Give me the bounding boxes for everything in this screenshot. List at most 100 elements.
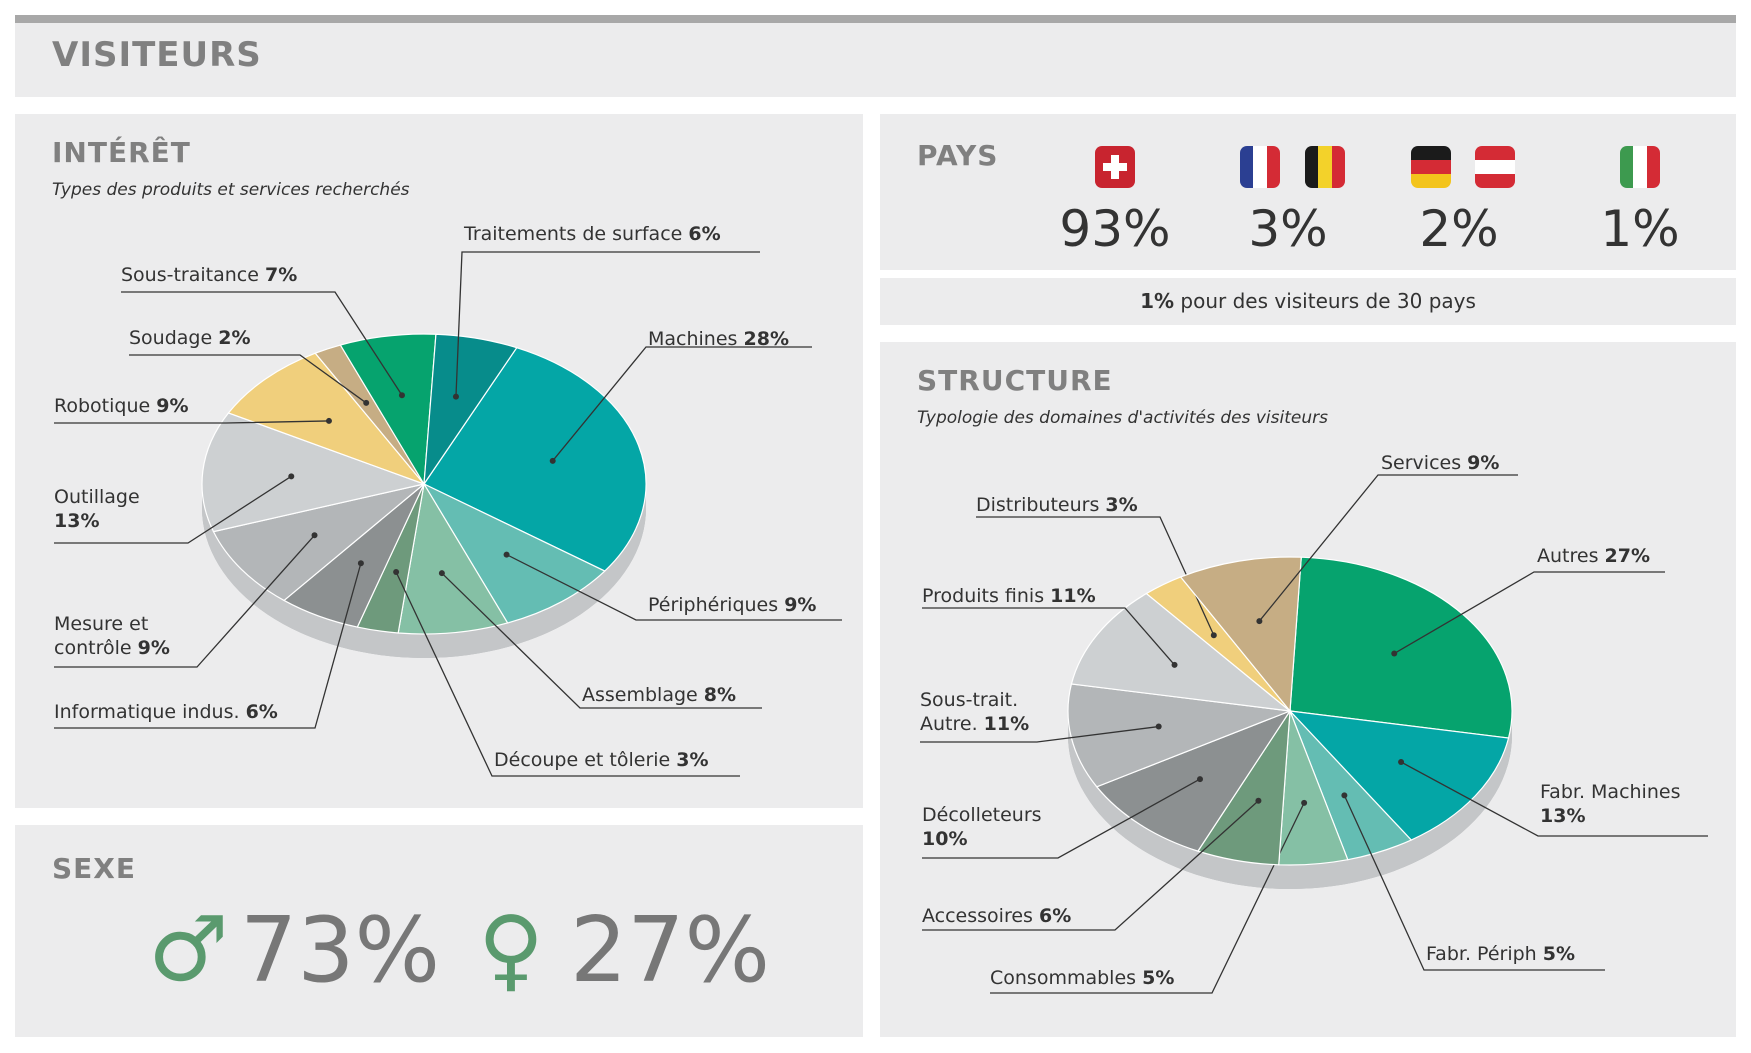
interet-leader-dot-assemblage	[438, 570, 445, 577]
pays-value-it: 1%	[1600, 200, 1680, 258]
structure-leader-dot-fabr-machines	[1398, 759, 1405, 766]
structure-leader-decolleteurs	[922, 778, 1201, 859]
label-autres: Autres 27%	[1537, 545, 1651, 567]
pays-panel	[880, 114, 1736, 270]
structure-title: STRUCTURE	[917, 364, 1113, 397]
interet-leader-dot-peripheriques	[503, 551, 510, 558]
interet-slice-robotique	[227, 352, 426, 486]
structure-leader-dot-distributeurs	[1210, 632, 1217, 639]
structure-leader-consommables	[990, 802, 1305, 994]
structure-leader-fabr-periph	[1343, 795, 1605, 971]
austria-flag-icon	[1475, 146, 1515, 188]
interet-leader-informatique-indus	[54, 563, 362, 729]
structure-slice-produits-finis	[1070, 592, 1292, 712]
interet-slice-assemblage	[397, 482, 509, 635]
top-rule	[15, 15, 1736, 23]
structure-leader-sous-trait-autre	[920, 725, 1159, 743]
structure-leader-dot-fabr-periph	[1341, 792, 1348, 799]
pays-value-fr-be: 3%	[1248, 200, 1328, 258]
label-traitements: Traitements de surface 6%	[464, 223, 721, 245]
interet-leader-assemblage	[441, 572, 762, 709]
label-robotique: Robotique 9%	[54, 395, 189, 417]
interet-leader-mesure-et-controle	[54, 534, 315, 668]
belgium-flag-icon	[1305, 146, 1345, 188]
structure-leader-fabr-machines	[1400, 761, 1708, 837]
label-outillage: Outillage 13%	[54, 486, 140, 532]
label-accessoires: Accessoires 6%	[922, 905, 1072, 927]
interet-slice-mesure-et-controle	[212, 483, 425, 602]
interet-leader-dot-informatique-indus	[357, 560, 364, 567]
female-percentage: 27%	[570, 898, 771, 1003]
interet-title: INTÉRÊT	[52, 136, 191, 169]
interet-pie-chart	[54, 251, 842, 777]
interet-leader-dot-mesure-et-controle	[311, 532, 318, 539]
interet-slice-peripheriques	[422, 482, 606, 624]
label-sous-traitance: Sous-traitance 7%	[121, 264, 298, 286]
structure-leader-autres	[1393, 571, 1665, 655]
label-sous-trait-autre: Sous-trait. Autre. 11%	[920, 689, 1030, 735]
sexe-title: SEXE	[52, 852, 137, 885]
structure-slice-autres	[1289, 556, 1513, 739]
structure-leader-dot-produits-finis	[1171, 661, 1178, 668]
interet-leader-sous-traitance	[121, 291, 403, 396]
header-panel	[15, 23, 1736, 97]
structure-leader-dot-sous-trait-autre	[1155, 723, 1162, 730]
interet-leader-outillage	[54, 475, 292, 544]
interet-leader-dot-sous-traitance	[398, 392, 405, 399]
interet-leader-machines	[552, 346, 812, 462]
female-icon: ♀	[478, 897, 544, 1002]
structure-slice-sous-trait-autre	[1067, 683, 1291, 788]
structure-leader-dot-services	[1256, 618, 1263, 625]
interet-leader-peripheriques	[506, 554, 842, 621]
structure-leader-dot-decolleteurs	[1196, 776, 1203, 783]
france-flag-icon	[1240, 146, 1280, 188]
label-consommables: Consommables 5%	[990, 967, 1175, 989]
page-title: VISITEURS	[52, 35, 262, 75]
label-decoupe: Découpe et tôlerie 3%	[494, 749, 709, 771]
pays-value-ch: 93%	[1059, 200, 1171, 258]
interet-leader-dot-traitements-de-surface	[452, 393, 459, 400]
male-percentage: 73%	[240, 898, 441, 1003]
structure-leader-services	[1258, 474, 1518, 622]
interet-leader-dot-soudage	[363, 399, 370, 406]
pays-note-panel	[880, 278, 1736, 325]
sexe-panel	[15, 825, 863, 1037]
pays-value-de-at: 2%	[1419, 200, 1499, 258]
interet-leader-soudage	[129, 354, 367, 404]
interet-leader-traitements-de-surface	[455, 251, 760, 397]
structure-slice-fabr-machines	[1288, 710, 1510, 841]
structure-slice-decolleteurs	[1095, 709, 1292, 852]
label-decolleteurs: Décolleteurs 10%	[922, 804, 1042, 850]
interet-slice-outillage	[201, 412, 427, 533]
label-machines: Machines 28%	[648, 328, 789, 350]
structure-leader-accessoires	[922, 800, 1259, 931]
male-icon: ♂	[148, 897, 229, 1002]
label-soudage: Soudage 2%	[129, 327, 251, 349]
interet-subtitle: Types des produits et services recherché…	[52, 180, 410, 200]
structure-slice-services	[1179, 556, 1302, 713]
structure-leader-dot-accessoires	[1255, 797, 1262, 804]
label-assemblage: Assemblage 8%	[582, 684, 737, 706]
interet-slice-traitements-de-surface	[423, 333, 518, 487]
pays-title: PAYS	[917, 139, 999, 172]
structure-leader-produits-finis	[922, 607, 1176, 666]
structure-leader-dot-autres	[1391, 650, 1398, 657]
label-informatique: Informatique indus. 6%	[54, 701, 278, 723]
label-distributeurs: Distributeurs 3%	[976, 494, 1138, 516]
interet-leader-dot-machines	[549, 457, 556, 464]
interet-leader-dot-robotique	[325, 417, 332, 424]
structure-leader-dot-consommables	[1301, 799, 1308, 806]
label-peripheriques: Périphériques 9%	[648, 594, 817, 616]
interet-leader-dot-outillage	[288, 473, 295, 480]
italy-flag-icon	[1620, 146, 1660, 188]
interet-slice-machines	[423, 347, 647, 572]
label-services: Services 9%	[1381, 452, 1500, 474]
interet-leader-decoupe-et-tolerie	[395, 571, 740, 777]
interet-leader-dot-decoupe-et-tolerie	[393, 569, 400, 576]
label-mesure: Mesure et contrôle 9%	[54, 613, 170, 659]
germany-flag-icon	[1411, 146, 1451, 188]
pays-note: 1% pour des visiteurs de 30 pays	[1140, 289, 1476, 313]
label-produits-finis: Produits finis 11%	[922, 585, 1096, 607]
swiss-flag-icon	[1095, 146, 1135, 188]
